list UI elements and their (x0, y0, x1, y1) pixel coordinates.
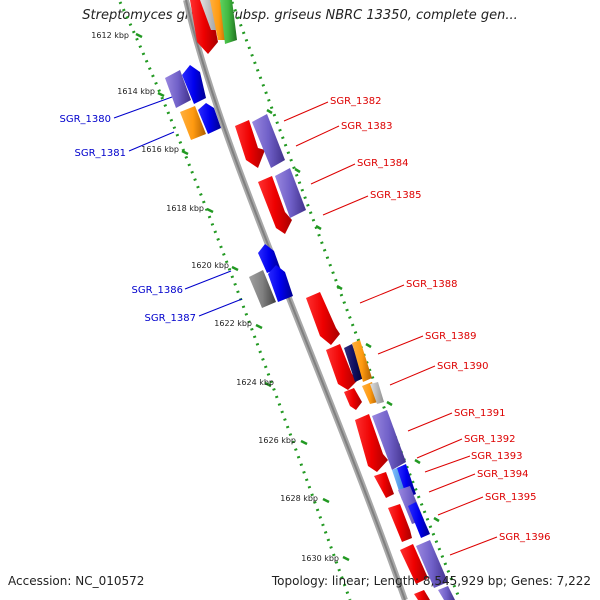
tick-marks (135, 32, 440, 562)
genome-backbone-edge (185, 0, 406, 600)
gene-sgr-1387b[interactable] (268, 265, 293, 302)
gene-label-sgr-1396[interactable]: SGR_1396 (499, 532, 551, 543)
reverse-strand-genes[interactable] (165, 65, 293, 308)
gene-sgr-1385[interactable] (275, 168, 306, 218)
gene-label-sgr-1380[interactable]: SGR_1380 (60, 114, 112, 125)
gene-label-sgr-1387[interactable]: SGR_1387 (145, 313, 197, 324)
kbp-label-1624: 1624 kbp (236, 378, 274, 387)
gene-sgr-1391[interactable] (355, 414, 388, 472)
kbp-label-1630: 1630 kbp (301, 554, 339, 563)
forward-leader-lines (283, 101, 498, 556)
gene-sgr-1380b[interactable] (182, 65, 206, 104)
gene-sgr-1395[interactable] (388, 504, 412, 542)
gene-sgr-1392[interactable] (372, 410, 406, 470)
gene-label-sgr-1386[interactable]: SGR_1386 (132, 285, 184, 296)
reverse-leader-lines (113, 96, 243, 317)
kbp-label-1628: 1628 kbp (280, 494, 318, 503)
gene-arrow[interactable] (220, 0, 237, 44)
forward-strand-genes[interactable] (235, 114, 455, 600)
kbp-label-1620: 1620 kbp (191, 261, 229, 270)
gene-sgr-1388[interactable] (306, 292, 340, 345)
kbp-label-1614: 1614 kbp (117, 87, 155, 96)
gene-sgr-1381b[interactable] (198, 103, 221, 134)
gene-sgr-1389b[interactable] (344, 344, 364, 382)
gene-sgr-1384[interactable] (258, 176, 292, 234)
accession-label: Accession: NC_010572 (8, 574, 145, 588)
gene-sgr-1383[interactable] (252, 114, 285, 168)
gene-sgr-1396b[interactable] (416, 540, 448, 588)
gene-label-sgr-1391[interactable]: SGR_1391 (454, 408, 506, 419)
kbp-label-1616: 1616 kbp (141, 145, 179, 154)
gene-label-sgr-1383[interactable]: SGR_1383 (341, 121, 393, 132)
gene-sgr-1389c[interactable] (352, 340, 372, 382)
gene-sgr-1386[interactable] (258, 244, 280, 273)
kbp-label-1618: 1618 kbp (166, 204, 204, 213)
kbp-label-1626: 1626 kbp (258, 436, 296, 445)
gene-sgr-1380[interactable] (165, 70, 191, 108)
gene-sgr-1387[interactable] (249, 270, 276, 308)
gene-sgr-1390[interactable] (344, 388, 362, 410)
gene-sgr-1396d[interactable] (438, 586, 455, 600)
gene-label-sgr-1385[interactable]: SGR_1385 (370, 190, 422, 201)
gene-sgr-1382[interactable] (235, 120, 265, 168)
gene-sgr-1381[interactable] (180, 106, 206, 140)
gene-label-sgr-1384[interactable]: SGR_1384 (357, 158, 409, 169)
gene-label-sgr-1389[interactable]: SGR_1389 (425, 331, 477, 342)
gene-label-sgr-1390[interactable]: SGR_1390 (437, 361, 489, 372)
gene-sgr-1396[interactable] (400, 544, 428, 584)
gene-sgr-1389[interactable] (326, 344, 358, 390)
kbp-label-1622: 1622 kbp (214, 319, 252, 328)
gene-sgr-1395c[interactable] (408, 502, 430, 538)
gene-label-sgr-1394[interactable]: SGR_1394 (477, 469, 529, 480)
gene-label-sgr-1393[interactable]: SGR_1393 (471, 451, 523, 462)
gene-sgr-1396c[interactable] (414, 590, 430, 600)
gene-label-sgr-1381[interactable]: SGR_1381 (75, 148, 127, 159)
gene-sgr-1390c[interactable] (370, 382, 384, 404)
kbp-label-1612: 1612 kbp (91, 31, 129, 40)
gene-sgr-1390b[interactable] (362, 382, 378, 404)
gene-label-sgr-1395[interactable]: SGR_1395 (485, 492, 537, 503)
topology-label: Topology: linear; Length: 8,545,929 bp; … (271, 574, 591, 588)
gene-top-cluster[interactable] (190, 0, 237, 54)
gene-label-sgr-1388[interactable]: SGR_1388 (406, 279, 458, 290)
gene-label-sgr-1392[interactable]: SGR_1392 (464, 434, 516, 445)
gene-label-sgr-1382[interactable]: SGR_1382 (330, 96, 382, 107)
gene-sgr-1393[interactable] (374, 472, 394, 498)
